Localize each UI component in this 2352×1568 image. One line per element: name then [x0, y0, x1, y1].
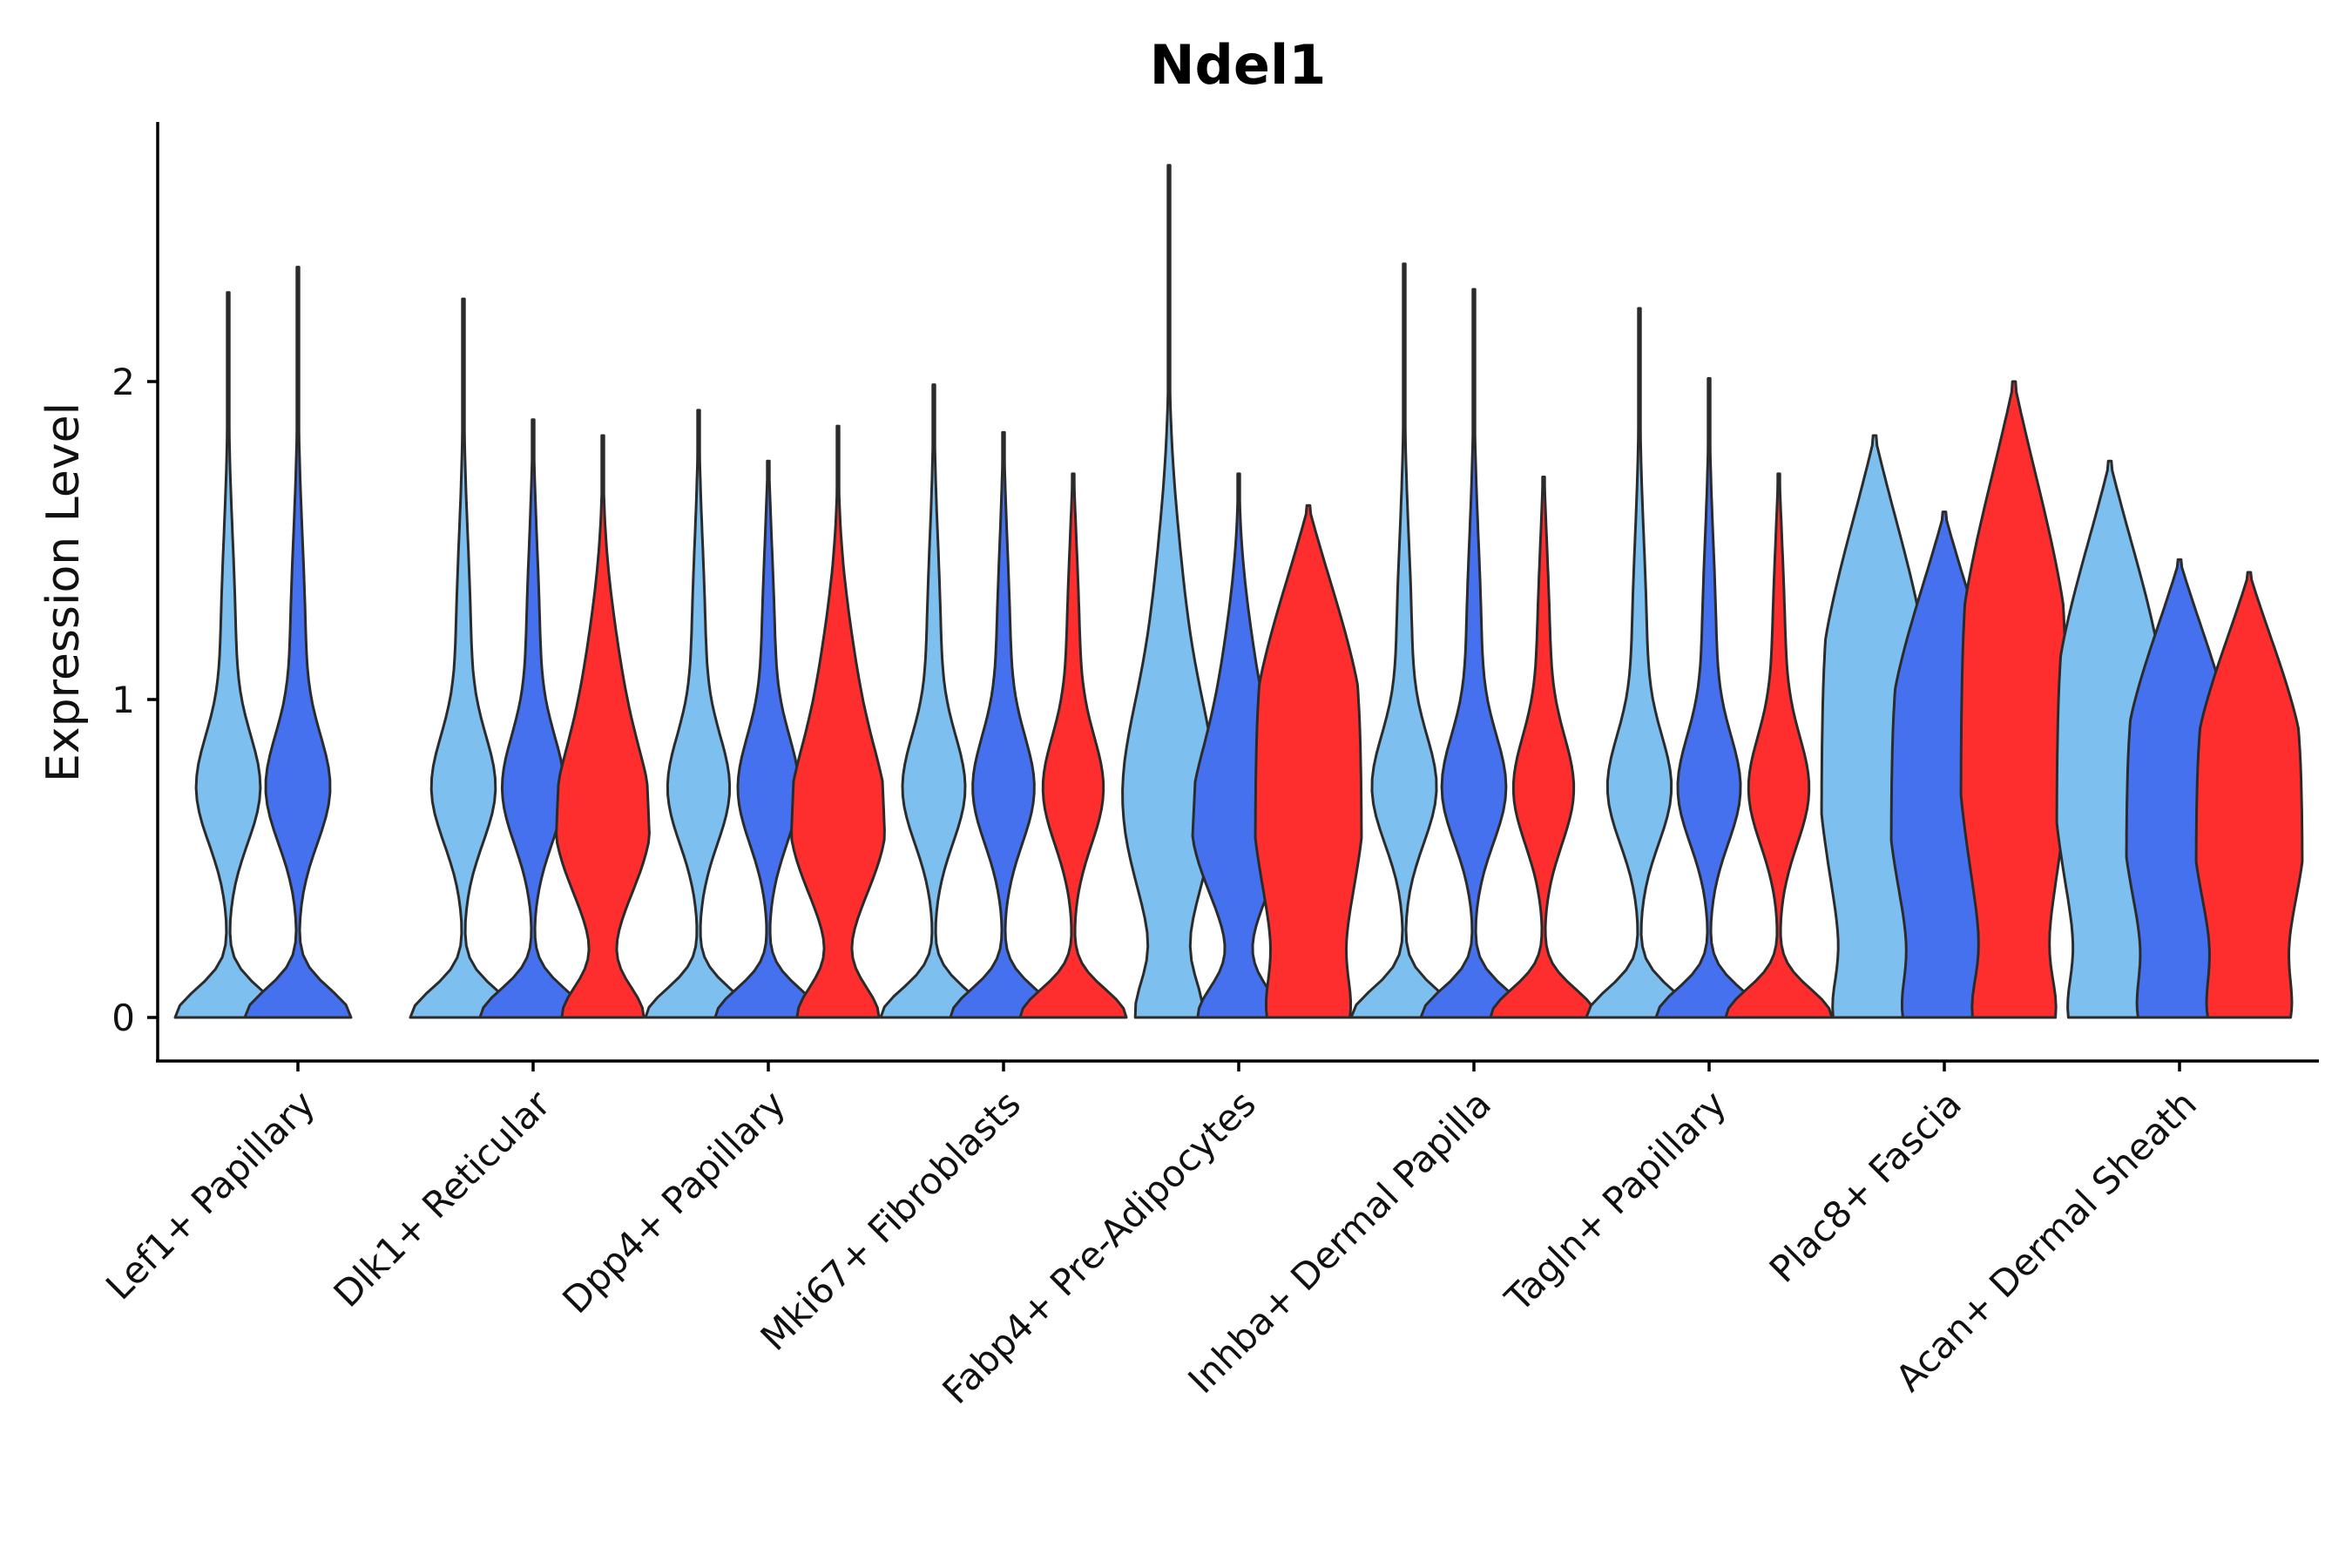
violin-3-0: [879, 383, 989, 1019]
x-tick-label-3: Mki67+ Fibroblasts: [753, 1082, 1029, 1358]
violin-2-0: [644, 409, 754, 1019]
violin-4-0: [1121, 164, 1217, 1019]
violin-4-2: [1254, 504, 1363, 1019]
violin-2-2: [790, 424, 886, 1019]
violin-1-2: [555, 434, 651, 1019]
violin-1-0: [409, 297, 518, 1019]
violin-0-0: [173, 291, 283, 1019]
violin-1-1: [478, 418, 588, 1019]
violin-5-2: [1489, 476, 1598, 1019]
violin-3-1: [949, 430, 1058, 1019]
x-tick-label-1: Dlk1+ Reticular: [326, 1082, 559, 1315]
violin-6-2: [1724, 472, 1834, 1019]
x-tick-label-6: Tagln+ Papillary: [1497, 1082, 1734, 1320]
y-tick-label-1: 1: [112, 679, 135, 721]
y-axis-label: Expression Level: [37, 402, 90, 782]
chart-title: Ndel1: [1150, 33, 1327, 97]
x-tick-label-7: Plac8+ Fascia: [1761, 1082, 1970, 1290]
x-tick-label-0: Lef1+ Papillary: [98, 1082, 323, 1308]
violin-8-2: [2194, 571, 2304, 1019]
y-tick-label-0: 0: [112, 997, 135, 1039]
violin-7-2: [1959, 380, 2069, 1019]
y-tick-label-2: 2: [112, 361, 135, 403]
violin-0-1: [243, 266, 353, 1019]
violin-layer: [173, 164, 2304, 1019]
violin-5-0: [1349, 262, 1459, 1019]
violin-6-1: [1654, 376, 1764, 1019]
y-ticks: 0 1 2: [112, 361, 158, 1039]
violin-6-0: [1585, 307, 1694, 1019]
violin-2-1: [713, 459, 823, 1019]
violin-3-2: [1018, 472, 1128, 1019]
violin-5-1: [1419, 287, 1529, 1019]
x-tick-label-2: Dpp4+ Papillary: [554, 1082, 794, 1321]
